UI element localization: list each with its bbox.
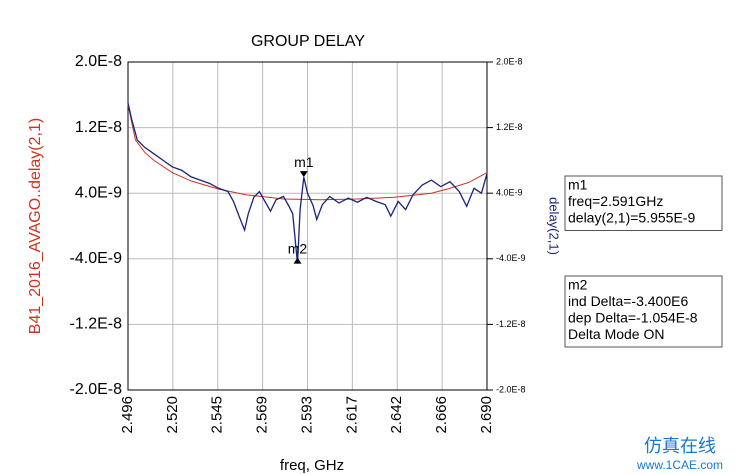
y2-tick-label: -1.2E-8 xyxy=(496,319,526,329)
y2-tick-label: -4.0E-9 xyxy=(496,253,526,263)
series-line xyxy=(127,102,488,264)
plot-frame xyxy=(127,61,488,391)
x-tick-label: 2.593 xyxy=(298,396,315,434)
series-line xyxy=(127,104,488,201)
marker xyxy=(299,171,308,178)
y-tick-label: 2.0E-8 xyxy=(75,53,122,70)
marker xyxy=(293,257,302,264)
y2-tick-label: 1.2E-8 xyxy=(496,122,523,132)
marker-box-line: Delta Mode ON xyxy=(568,326,664,342)
y-tick-label: 1.2E-8 xyxy=(75,119,122,136)
x-tick-label: 2.569 xyxy=(254,396,271,434)
y-tick-label: -4.0E-9 xyxy=(70,250,123,267)
x-tick-label: 2.520 xyxy=(164,396,181,434)
y-tick-label: -2.0E-8 xyxy=(70,381,123,398)
marker-box-line: dep Delta=-1.054E-8 xyxy=(568,310,698,326)
marker-box-title: m2 xyxy=(568,277,588,293)
marker-box-line: ind Delta=-3.400E6 xyxy=(568,293,688,309)
x-tick-label: 2.690 xyxy=(478,396,495,434)
marker-box xyxy=(564,275,723,348)
x-tick-label: 2.617 xyxy=(343,396,360,434)
marker-box-line: freq=2.591GHz xyxy=(568,193,663,209)
x-axis-label: freq, GHz xyxy=(280,457,344,474)
x-tick-label: 2.496 xyxy=(119,396,136,434)
y-tick-label: -1.2E-8 xyxy=(70,316,123,333)
y2-tick-label: 2.0E-8 xyxy=(496,56,523,66)
y-tick-label: 4.0E-9 xyxy=(75,184,122,201)
y2-axis-label: delay(2,1) xyxy=(547,197,562,255)
chart-title: GROUP DELAY xyxy=(251,33,365,50)
y2-tick-label: 4.0E-9 xyxy=(496,188,523,198)
x-tick-label: 2.545 xyxy=(209,396,226,434)
y2-tick-label: -2.0E-8 xyxy=(496,384,526,394)
marker-label: m1 xyxy=(294,154,314,170)
x-tick-label: 2.642 xyxy=(388,396,405,434)
watermark: 仿真在线 xyxy=(644,436,716,456)
watermark: www.1CAE.com xyxy=(636,458,723,472)
x-tick-label: 2.666 xyxy=(433,396,450,434)
marker-box-title: m1 xyxy=(568,177,588,193)
marker-label: m2 xyxy=(288,240,308,256)
y-axis-label: B41_2016_AVAGO..delay(2,1) xyxy=(27,118,44,334)
marker-box xyxy=(564,175,723,231)
marker-box-line: delay(2,1)=5.955E-9 xyxy=(568,210,695,226)
